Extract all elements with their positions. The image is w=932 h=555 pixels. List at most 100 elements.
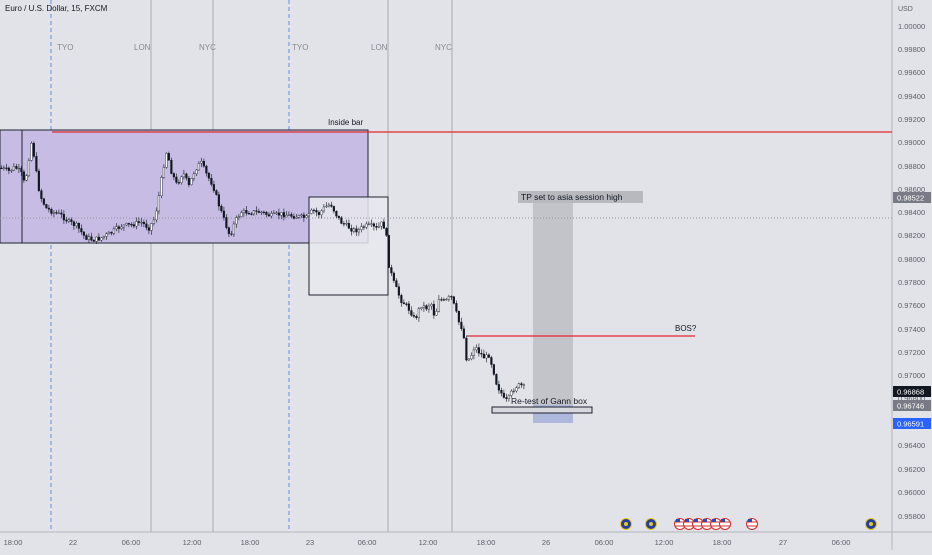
candle-body xyxy=(210,178,213,185)
price-tick-label: 0.98200 xyxy=(898,231,925,240)
candle-body xyxy=(340,217,343,224)
price-tick-label: 0.96400 xyxy=(898,441,925,450)
candle-body xyxy=(522,384,525,386)
price-tick-label: 0.96000 xyxy=(898,488,925,497)
price-labels: 0.98522 0.96868 0.96746 0.96591 xyxy=(893,192,931,429)
candle-body xyxy=(30,143,33,161)
time-axis-pane[interactable] xyxy=(0,532,892,550)
price-axis-pane[interactable] xyxy=(892,0,932,550)
candle-body xyxy=(220,205,223,212)
candle-body xyxy=(117,226,120,229)
economic-events[interactable] xyxy=(620,518,877,530)
candle-body xyxy=(60,212,63,215)
candle-body xyxy=(82,231,85,236)
candle-body xyxy=(135,221,138,227)
candle-body xyxy=(190,178,193,185)
candle-body xyxy=(275,212,278,214)
session-label-tyo: TYO xyxy=(57,43,73,52)
candle-body xyxy=(302,214,305,218)
candle-body xyxy=(365,223,368,228)
candle-body xyxy=(247,213,250,215)
candle-body xyxy=(402,302,405,305)
candle-body xyxy=(212,184,215,191)
tp-label: TP set to asia session high xyxy=(521,192,623,202)
candle-body xyxy=(370,223,373,225)
candle-body xyxy=(215,190,218,195)
candle-body xyxy=(372,223,375,227)
price-tick-label: 0.99200 xyxy=(898,115,925,124)
us-event-icon[interactable] xyxy=(683,518,695,530)
eu-event-icon[interactable] xyxy=(645,518,657,530)
candle-body xyxy=(242,210,245,213)
candle-body xyxy=(457,311,460,323)
us-event-icon[interactable] xyxy=(710,518,722,530)
candle-body xyxy=(45,204,48,209)
candle-body xyxy=(187,177,190,185)
candle-body xyxy=(320,210,323,216)
tp-label-bg xyxy=(518,191,643,203)
time-tick-label: 12:00 xyxy=(655,538,674,547)
candle-body xyxy=(330,204,333,207)
candle-body xyxy=(512,390,515,393)
us-event-icon[interactable] xyxy=(719,518,731,530)
candle-body xyxy=(122,224,125,228)
price-tick-label: 0.98600 xyxy=(898,185,925,194)
time-tick-label: 12:00 xyxy=(419,538,438,547)
candle-body xyxy=(280,212,283,216)
symbol-title[interactable]: Euro / U.S. Dollar, 15, FXCM xyxy=(5,4,108,13)
candle-body xyxy=(217,194,220,207)
time-tick-label: 23 xyxy=(306,538,314,547)
candle-body xyxy=(87,236,90,240)
candle-body xyxy=(422,305,425,308)
tp-projection-box[interactable] xyxy=(533,201,573,423)
candle-body xyxy=(520,383,523,386)
gann-box[interactable] xyxy=(308,196,389,296)
price-tick-label: 0.98000 xyxy=(898,255,925,264)
us-event-icon[interactable] xyxy=(746,518,758,530)
candle-body xyxy=(310,209,313,214)
candle-body xyxy=(287,214,290,216)
retest-label: Re-test of Gann box xyxy=(511,396,588,406)
inside-bar-range-box[interactable] xyxy=(0,129,369,244)
price-tick-label: 0.99800 xyxy=(898,45,925,54)
candle-body xyxy=(445,299,448,301)
price-tick-label: 0.99400 xyxy=(898,92,925,101)
candle-body xyxy=(42,198,45,205)
candle-body xyxy=(35,156,38,172)
candle-body xyxy=(480,353,483,355)
candle-body xyxy=(7,167,10,171)
candle-body xyxy=(257,211,260,213)
candle-body xyxy=(485,354,488,359)
candle-body xyxy=(65,219,68,222)
price-tick-label: 0.99600 xyxy=(898,68,925,77)
candle-body xyxy=(460,321,463,329)
candle-body xyxy=(427,305,430,310)
us-event-icon[interactable] xyxy=(692,518,704,530)
candle-body xyxy=(240,212,243,217)
candle-body xyxy=(327,204,330,207)
candle-body xyxy=(197,163,200,171)
candle-body xyxy=(182,173,185,178)
candle-body xyxy=(32,143,35,157)
time-tick-label: 22 xyxy=(69,538,77,547)
candle-body xyxy=(432,304,435,316)
candle-body xyxy=(352,228,355,232)
candle-body xyxy=(72,221,75,226)
eu-event-icon[interactable] xyxy=(620,518,632,530)
candle-body xyxy=(165,153,168,168)
candle-body xyxy=(55,212,58,214)
candle-body xyxy=(472,349,475,356)
candle-body xyxy=(145,223,148,228)
candle-body xyxy=(367,223,370,225)
chart-pane[interactable] xyxy=(0,0,892,532)
us-event-icon[interactable] xyxy=(701,518,713,530)
candle-body xyxy=(360,226,363,230)
candle-body xyxy=(382,221,385,229)
gann-retest-box[interactable] xyxy=(491,406,593,414)
candle-body xyxy=(437,299,440,312)
candle-body xyxy=(47,207,50,210)
time-tick-label: 27 xyxy=(779,538,787,547)
eu-event-icon[interactable] xyxy=(865,518,877,530)
